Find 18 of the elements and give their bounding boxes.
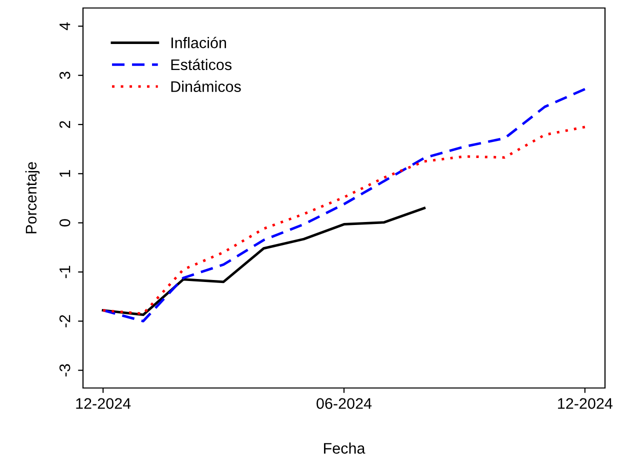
legend-label: Estáticos <box>171 58 232 70</box>
x-axis-title: Fecha <box>324 442 366 454</box>
x-tick-label: 06-2024 <box>316 398 372 409</box>
y-tick-label: -2 <box>59 315 70 328</box>
y-tick-label: -3 <box>59 364 70 376</box>
x-tick-label: 12-2024 <box>76 398 131 409</box>
y-tick-label: 1 <box>60 170 70 177</box>
legend-label: Dinámicos <box>171 80 241 92</box>
legend-label: Inflación <box>171 36 226 48</box>
x-tick-label: 12-2024 <box>558 398 613 409</box>
line-series <box>102 126 586 316</box>
y-tick-label: 4 <box>60 22 70 30</box>
y-tick-label: 2 <box>59 121 70 128</box>
y-tick-label: 0 <box>59 219 70 226</box>
y-tick-label: 3 <box>59 72 70 80</box>
y-tick-label: -1 <box>60 266 70 278</box>
line-series <box>102 206 426 316</box>
y-axis-title: Porcentaje <box>25 162 40 234</box>
